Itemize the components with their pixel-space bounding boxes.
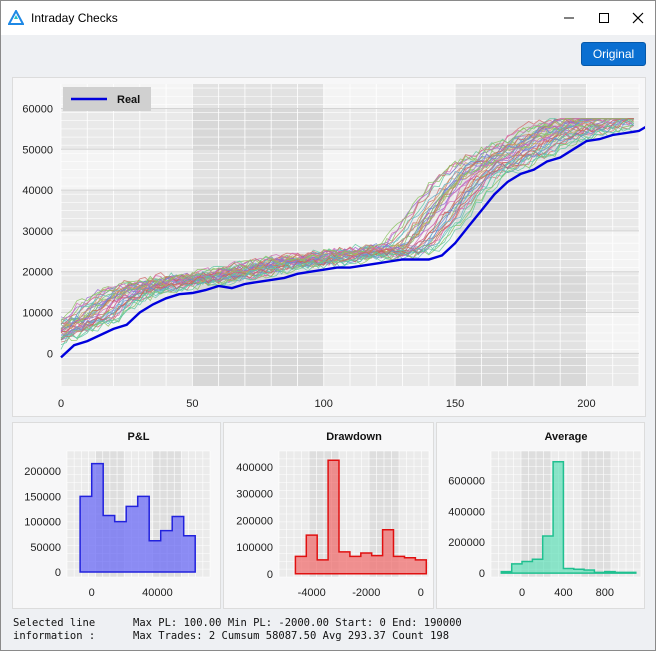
title-bar: Intraday Checks xyxy=(1,1,655,35)
x-tick-label: 0 xyxy=(519,587,525,599)
simulated-run-line xyxy=(60,118,634,332)
legend-label: Real xyxy=(117,94,140,106)
y-tick-label: 10000 xyxy=(22,308,53,320)
original-button[interactable]: Original xyxy=(581,42,646,66)
x-tick-label: 200 xyxy=(577,398,595,410)
x-tick-label: -4000 xyxy=(298,587,326,599)
info-label-line1: Selected line xyxy=(13,617,96,629)
x-tick-label: 150 xyxy=(446,398,464,410)
y-tick-label: 0 xyxy=(55,567,61,579)
y-tick-label: 20000 xyxy=(22,267,53,279)
drawdown-histogram-panel: Drawdown 0 100000 200000 300000 400000 -4000 -2… xyxy=(223,422,434,609)
average-histogram-panel: Average 0 200000 400000 600000 0 400 800 xyxy=(436,422,645,609)
y-tick-label: 200000 xyxy=(448,537,485,549)
pl-histogram: P&L 0 50000 100000 150000 200000 0 40000 xyxy=(24,431,211,599)
y-tick-label: 50000 xyxy=(22,144,53,156)
drawdown-histogram: Drawdown 0 100000 200000 300000 400000 -4000 -2… xyxy=(236,431,430,599)
x-tick-label: 800 xyxy=(596,587,614,599)
histogram-area xyxy=(79,462,196,573)
y-tick-label: 30000 xyxy=(22,226,53,238)
simulated-run-line xyxy=(60,118,634,321)
selected-line-info: Selected line Max PL: 100.00 Min PL: -200… xyxy=(13,617,462,643)
y-tick-label: 300000 xyxy=(236,489,273,501)
y-tick-label: 0 xyxy=(479,568,485,580)
histogram-area xyxy=(294,459,428,575)
y-tick-label: 200000 xyxy=(24,466,61,478)
simulated-run-line xyxy=(60,118,634,341)
simulated-run-line xyxy=(60,118,634,334)
y-tick-label: 60000 xyxy=(22,103,53,115)
y-tick-label: 40000 xyxy=(22,185,53,197)
main-chart-panel: 0 10000 20000 30000 40000 50000 60000 0 50 100 150… xyxy=(12,77,651,417)
y-tick-label: 50000 xyxy=(30,542,61,554)
close-icon xyxy=(632,12,644,24)
x-tick-label: 0 xyxy=(58,398,64,410)
simulated-run-line xyxy=(60,118,634,339)
info-line2: Max Trades: 2 Cumsum 58087.50 Avg 293.37… xyxy=(133,630,450,642)
real-series-line xyxy=(60,123,651,359)
histogram-title: Average xyxy=(544,431,587,443)
average-histogram: Average 0 200000 400000 600000 0 400 800 xyxy=(448,431,642,599)
pl-histogram-panel: P&L 0 50000 100000 150000 200000 0 40000 xyxy=(12,422,221,609)
x-tick-label: 0 xyxy=(418,587,424,599)
x-tick-label: 0 xyxy=(89,587,95,599)
window-title: Intraday Checks xyxy=(31,11,118,25)
main-line-chart[interactable]: 0 10000 20000 30000 40000 50000 60000 0 50 100 150… xyxy=(13,78,651,416)
histogram-title: Drawdown xyxy=(326,431,382,443)
y-tick-label: 0 xyxy=(47,348,53,360)
histogram-title: P&L xyxy=(128,431,150,443)
histogram-area xyxy=(500,461,637,574)
x-tick-label: 50 xyxy=(186,398,198,410)
maximize-button[interactable] xyxy=(586,1,622,35)
x-tick-label: 40000 xyxy=(142,587,173,599)
y-tick-label: 400000 xyxy=(236,462,273,474)
y-tick-label: 100000 xyxy=(24,517,61,529)
y-tick-label: 200000 xyxy=(236,515,273,527)
y-tick-label: 600000 xyxy=(448,475,485,487)
close-button[interactable] xyxy=(620,1,656,35)
y-tick-label: 100000 xyxy=(236,542,273,554)
x-tick-label: 400 xyxy=(554,587,572,599)
x-tick-label: -2000 xyxy=(352,587,380,599)
app-logo-icon xyxy=(8,10,24,25)
info-line1: Max PL: 100.00 Min PL: -2000.00 Start: 0… xyxy=(133,617,462,629)
minimize-icon xyxy=(564,17,574,19)
maximize-icon xyxy=(599,13,609,23)
x-tick-label: 100 xyxy=(315,398,333,410)
simulated-run-line xyxy=(60,126,634,350)
y-tick-label: 0 xyxy=(267,569,273,581)
minimize-button[interactable] xyxy=(551,1,587,35)
simulated-run-line xyxy=(60,118,634,321)
simulated-run-line xyxy=(60,118,634,340)
y-tick-label: 150000 xyxy=(24,491,61,503)
info-label-line2: information : xyxy=(13,630,96,642)
y-tick-label: 400000 xyxy=(448,506,485,518)
